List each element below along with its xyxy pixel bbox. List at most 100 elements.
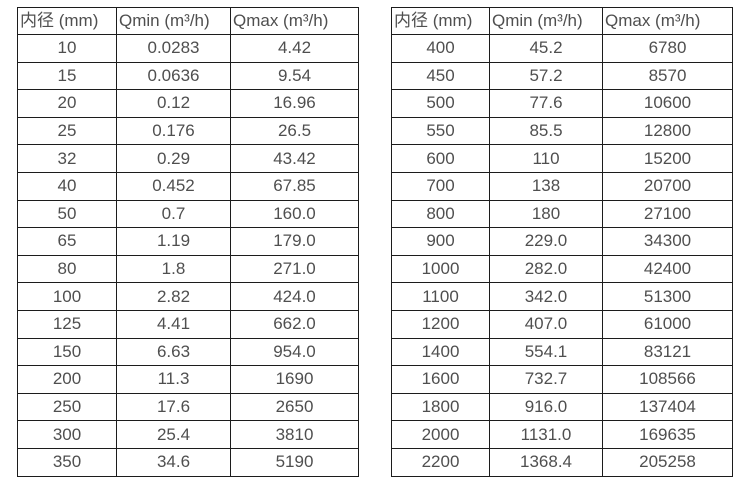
table-row: 800 180 27100	[391, 199, 733, 229]
diameter-cell: 450	[391, 61, 490, 91]
column-header-diameter: 内径 (mm)	[391, 7, 490, 35]
qmax-cell: 43.42	[230, 144, 359, 173]
qmin-cell: 0.29	[116, 144, 231, 173]
qmin-cell: 916.0	[489, 392, 603, 422]
qmin-cell: 282.0	[489, 254, 603, 284]
table-row: 15 0.0636 9.54	[17, 61, 359, 91]
qmin-cell: 229.0	[489, 227, 603, 256]
qmin-cell: 11.3	[116, 365, 231, 394]
qmax-cell: 4.42	[230, 34, 359, 63]
qmax-cell: 954.0	[230, 337, 359, 367]
qmin-cell: 110	[489, 144, 603, 173]
column-header-diameter: 内径 (mm)	[17, 7, 117, 35]
qmax-cell: 5190	[230, 447, 359, 477]
diameter-cell: 50	[17, 199, 117, 229]
table-row: 2200 1368.4 205258	[391, 447, 733, 477]
table-row: 300 25.4 3810	[17, 420, 359, 449]
diameter-cell: 1400	[391, 337, 490, 367]
qmin-cell: 34.6	[116, 447, 231, 477]
flow-range-table-large-diameters: 内径 (mm) Qmin (m³/h) Qmax (m³/h) 400 45.2 6…	[391, 7, 733, 477]
qmax-cell: 662.0	[230, 309, 359, 339]
diameter-cell: 2000	[391, 420, 490, 449]
diameter-cell: 350	[17, 447, 117, 477]
diameter-cell: 40	[17, 171, 117, 201]
qmin-cell: 407.0	[489, 309, 603, 339]
diameter-cell: 1600	[391, 365, 490, 394]
qmin-cell: 2.82	[116, 282, 231, 311]
diameter-cell: 600	[391, 144, 490, 173]
qmax-cell: 16.96	[230, 89, 359, 118]
qmax-cell: 1690	[230, 365, 359, 394]
diameter-cell: 32	[17, 144, 117, 173]
qmax-cell: 27100	[602, 199, 733, 229]
diameter-cell: 80	[17, 254, 117, 284]
column-header-qmin: Qmin (m³/h)	[489, 7, 603, 35]
diameter-cell: 500	[391, 89, 490, 118]
diameter-cell: 550	[391, 116, 490, 146]
table-row: 32 0.29 43.42	[17, 144, 359, 173]
qmax-cell: 51300	[602, 282, 733, 311]
diameter-cell: 125	[17, 309, 117, 339]
qmin-cell: 0.0636	[116, 61, 231, 91]
qmax-cell: 271.0	[230, 254, 359, 284]
flow-range-table-small-diameters: 内径 (mm) Qmin (m³/h) Qmax (m³/h) 10 0.0283…	[17, 7, 359, 477]
diameter-cell: 1100	[391, 282, 490, 311]
table-row: 1800 916.0 137404	[391, 392, 733, 422]
qmin-cell: 1.19	[116, 227, 231, 256]
table-row: 400 45.2 6780	[391, 34, 733, 63]
qmin-cell: 85.5	[489, 116, 603, 146]
qmin-cell: 138	[489, 171, 603, 201]
header-row: 内径 (mm) Qmin (m³/h) Qmax (m³/h)	[17, 7, 359, 35]
qmax-cell: 179.0	[230, 227, 359, 256]
table-row: 1200 407.0 61000	[391, 309, 733, 339]
diameter-cell: 15	[17, 61, 117, 91]
table-row: 900 229.0 34300	[391, 227, 733, 256]
table-row: 700 138 20700	[391, 171, 733, 201]
qmax-cell: 160.0	[230, 199, 359, 229]
table-row: 2000 1131.0 169635	[391, 420, 733, 449]
qmin-cell: 1368.4	[489, 447, 603, 477]
qmax-cell: 108566	[602, 365, 733, 394]
table-row: 550 85.5 12800	[391, 116, 733, 146]
diameter-cell: 1000	[391, 254, 490, 284]
qmin-cell: 57.2	[489, 61, 603, 91]
qmax-cell: 20700	[602, 171, 733, 201]
qmin-cell: 25.4	[116, 420, 231, 449]
qmax-cell: 12800	[602, 116, 733, 146]
diameter-cell: 250	[17, 392, 117, 422]
qmax-cell: 8570	[602, 61, 733, 91]
table-row: 65 1.19 179.0	[17, 227, 359, 256]
qmin-cell: 0.452	[116, 171, 231, 201]
tables-container: 内径 (mm) Qmin (m³/h) Qmax (m³/h) 10 0.0283…	[17, 7, 750, 477]
qmax-cell: 42400	[602, 254, 733, 284]
diameter-cell: 200	[17, 365, 117, 394]
table-row: 25 0.176 26.5	[17, 116, 359, 146]
qmax-cell: 2650	[230, 392, 359, 422]
qmax-cell: 26.5	[230, 116, 359, 146]
table-row: 1000 282.0 42400	[391, 254, 733, 284]
diameter-cell: 1800	[391, 392, 490, 422]
qmin-cell: 342.0	[489, 282, 603, 311]
qmin-cell: 4.41	[116, 309, 231, 339]
table-row: 80 1.8 271.0	[17, 254, 359, 284]
qmax-cell: 83121	[602, 337, 733, 367]
table-row: 40 0.452 67.85	[17, 171, 359, 201]
qmax-cell: 61000	[602, 309, 733, 339]
table-row: 100 2.82 424.0	[17, 282, 359, 311]
table-row: 1600 732.7 108566	[391, 365, 733, 394]
diameter-cell: 65	[17, 227, 117, 256]
table-row: 125 4.41 662.0	[17, 309, 359, 339]
qmax-cell: 137404	[602, 392, 733, 422]
qmin-cell: 732.7	[489, 365, 603, 394]
qmax-cell: 15200	[602, 144, 733, 173]
diameter-cell: 700	[391, 171, 490, 201]
table-row: 1100 342.0 51300	[391, 282, 733, 311]
qmin-cell: 0.0283	[116, 34, 231, 63]
diameter-cell: 25	[17, 116, 117, 146]
table-row: 500 77.6 10600	[391, 89, 733, 118]
table-row: 450 57.2 8570	[391, 61, 733, 91]
qmin-cell: 6.63	[116, 337, 231, 367]
table-row: 50 0.7 160.0	[17, 199, 359, 229]
table-row: 200 11.3 1690	[17, 365, 359, 394]
table-row: 250 17.6 2650	[17, 392, 359, 422]
